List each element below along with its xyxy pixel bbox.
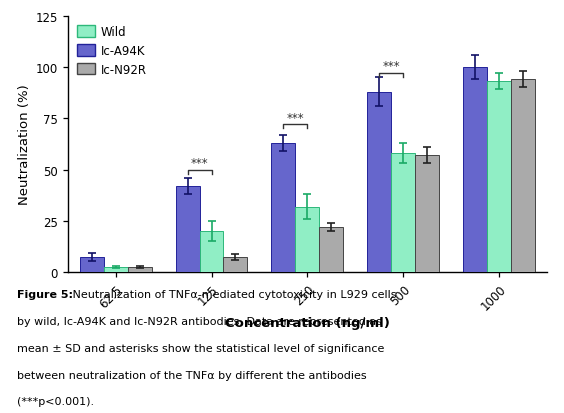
Y-axis label: Neutralization (%): Neutralization (%) <box>19 84 32 205</box>
Text: ***: *** <box>191 157 208 170</box>
Bar <box>175 187 200 273</box>
Bar <box>296 207 319 273</box>
Bar <box>415 156 439 273</box>
Text: between neutralization of the TNFα by different the antibodies: between neutralization of the TNFα by di… <box>17 370 367 380</box>
Text: ***: *** <box>287 112 304 124</box>
Bar <box>319 228 343 273</box>
Bar <box>367 93 391 273</box>
Bar <box>391 154 415 273</box>
X-axis label: Concentration (ng/ml): Concentration (ng/ml) <box>225 316 390 330</box>
Bar <box>80 257 104 273</box>
Text: (***p<0.001).: (***p<0.001). <box>17 396 94 406</box>
Bar <box>487 82 511 273</box>
Text: Figure 5:: Figure 5: <box>17 289 73 299</box>
Text: Neutralization of TNFα-mediated cytotoxicity in L929 cells: Neutralization of TNFα-mediated cytotoxi… <box>69 289 397 299</box>
Text: by wild, Ic-A94K and Ic-N92R antibodies. Data are represented as: by wild, Ic-A94K and Ic-N92R antibodies.… <box>17 316 382 326</box>
Bar <box>200 232 223 273</box>
Text: ***: *** <box>382 60 400 73</box>
Bar <box>127 268 152 273</box>
Bar <box>511 80 535 273</box>
Bar <box>463 68 487 273</box>
Bar <box>223 257 248 273</box>
Legend: Wild, Ic-A94K, Ic-N92R: Wild, Ic-A94K, Ic-N92R <box>73 22 150 80</box>
Bar <box>271 144 296 273</box>
Bar <box>104 268 127 273</box>
Text: mean ± SD and asterisks show the statistical level of significance: mean ± SD and asterisks show the statist… <box>17 343 384 353</box>
